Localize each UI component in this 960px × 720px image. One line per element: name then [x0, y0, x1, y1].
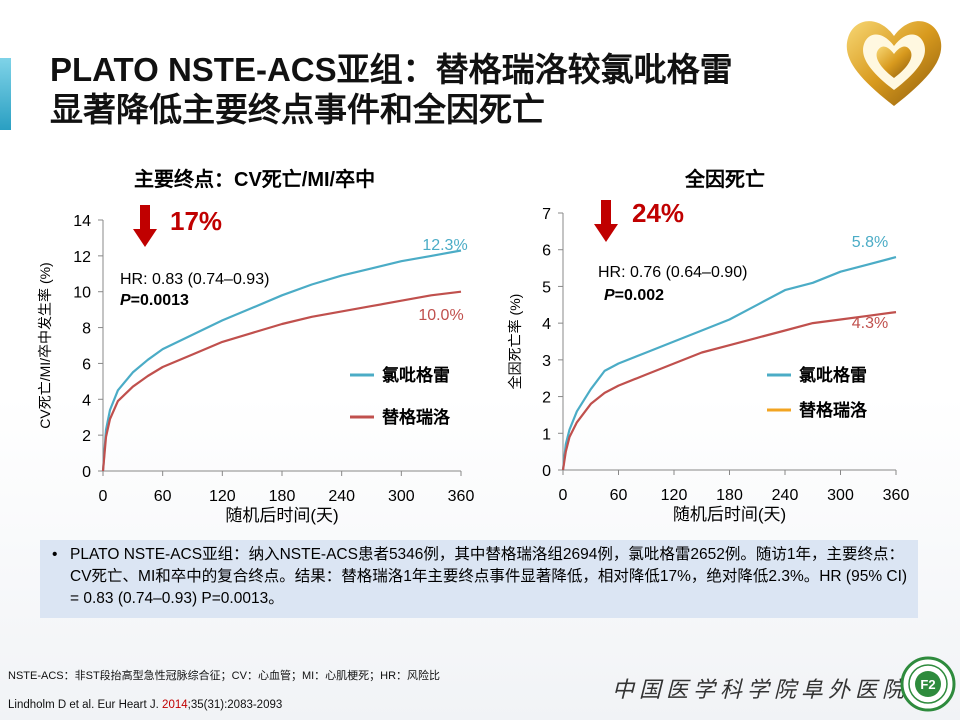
- chart2-x-tick-label: 360: [883, 487, 910, 504]
- chart2-y-tick-label: 0: [542, 463, 551, 480]
- chart2-title: 全因死亡: [685, 169, 765, 191]
- chart1-end-label-ticagrelor: 10.0%: [418, 307, 463, 324]
- chart1-title: 主要终点：CV死亡/MI/卒中: [134, 169, 376, 191]
- chart2-reduction-label: 24%: [632, 198, 684, 228]
- chart1-hr-label: HR: 0.83 (0.74–0.93): [120, 271, 269, 288]
- chart1-reduction-label: 17%: [170, 206, 222, 236]
- chart2-x-tick-label: 120: [661, 487, 688, 504]
- reference-citation: ;35(31):2083-2093: [187, 699, 283, 711]
- chart1-x-tick-label: 120: [209, 488, 236, 505]
- chart2-y-tick-label: 7: [542, 206, 551, 223]
- chart2-y-tick-label: 1: [542, 426, 551, 443]
- chart2-x-tick-label: 240: [772, 487, 799, 504]
- chart2-end-label-ticagrelor: 4.3%: [852, 315, 888, 332]
- chart1-p-value: P=0.0013: [120, 292, 189, 309]
- abbreviation-footnote: NSTE-ACS：非ST段抬高型急性冠脉综合征；CV：心血管；MI：心肌梗死；H…: [8, 670, 441, 682]
- chart1-x-tick-label: 0: [99, 488, 108, 505]
- chart2-x-tick-label: 0: [559, 487, 568, 504]
- summary-box: • PLATO NSTE-ACS亚组：纳入NSTE-ACS患者5346例，其中替…: [40, 540, 918, 618]
- chart1-p-letter: P: [120, 292, 131, 309]
- chart2-y-tick-label: 3: [542, 353, 551, 370]
- chart1-y-tick-label: 14: [73, 213, 91, 230]
- chart2-end-label-clopidogrel: 5.8%: [852, 234, 888, 251]
- chart1-y-tick-label: 0: [82, 464, 91, 481]
- chart2-y-tick-label: 2: [542, 390, 551, 407]
- hospital-name: 中国医学科学院阜外医院: [612, 678, 910, 703]
- chart2-down-arrow-icon: [594, 200, 618, 242]
- seal-text: F2: [920, 677, 935, 692]
- chart1-x-axis-label: 随机后时间(天): [225, 506, 338, 525]
- chart1-legend-label-ticagrelor: 替格瑞洛: [382, 407, 451, 427]
- chart2-p-number: =0.002: [615, 287, 664, 304]
- title-line-1: PLATO NSTE-ACS亚组：替格瑞洛较氯吡格雷: [50, 51, 733, 88]
- chart1-series-line-ticagrelor: [101, 290, 462, 472]
- chart1-x-tick-label: 240: [328, 488, 355, 505]
- chart1-down-arrow-icon: [133, 205, 157, 247]
- title-line-2: 显著降低主要终点事件和全因死亡: [50, 91, 545, 128]
- heart-logo-icon: [846, 21, 942, 107]
- fuwai-seal-icon: F2: [900, 656, 956, 712]
- chart1-y-tick-label: 2: [82, 428, 91, 445]
- chart2-series-line-ticagrelor: [561, 311, 897, 471]
- chart1-y-tick-label: 12: [73, 249, 91, 266]
- chart1-end-label-clopidogrel: 12.3%: [422, 237, 467, 254]
- chart1-series-line-clopidogrel: [101, 249, 462, 472]
- summary-text: PLATO NSTE-ACS亚组：纳入NSTE-ACS患者5346例，其中替格瑞…: [70, 546, 908, 607]
- chart2-hr-label: HR: 0.76 (0.64–0.90): [598, 264, 747, 281]
- chart2-x-tick-label: 60: [610, 487, 628, 504]
- reference-authors: Lindholm D et al. Eur Heart J.: [8, 699, 163, 711]
- chart2-x-tick-label: 180: [716, 487, 743, 504]
- chart1-y-tick-label: 4: [82, 392, 91, 409]
- chart2-p-value: P=0.002: [604, 287, 664, 304]
- chart2-x-axis-label: 随机后时间(天): [673, 505, 786, 524]
- chart2-legend-label-ticagrelor: 替格瑞洛: [799, 400, 868, 420]
- chart1-p-number: =0.0013: [131, 292, 189, 309]
- chart1-legend-label-clopidogrel: 氯吡格雷: [382, 365, 450, 385]
- reference: Lindholm D et al. Eur Heart J. 2014;35(3…: [8, 699, 282, 711]
- chart2-y-axis-label: 全因死亡率 (%): [507, 294, 523, 390]
- reference-year: 2014: [162, 699, 188, 711]
- chart1-y-tick-label: 10: [73, 285, 91, 302]
- chart2-y-tick-label: 4: [542, 316, 551, 333]
- title-accent-bar: [0, 58, 11, 130]
- chart2-y-tick-label: 6: [542, 243, 551, 260]
- chart1-y-axis-label: CV死亡/MI/卒中发生率 (%): [37, 262, 53, 428]
- chart1-x-tick-label: 60: [154, 488, 172, 505]
- chart1-x-tick-label: 360: [448, 488, 475, 505]
- chart1-x-tick-label: 180: [269, 488, 296, 505]
- chart2-y-tick-label: 5: [542, 279, 551, 296]
- chart2-series-line-clopidogrel: [561, 256, 897, 471]
- chart2-legend-label-clopidogrel: 氯吡格雷: [799, 365, 867, 385]
- chart1-y-tick-label: 6: [82, 356, 91, 373]
- chart1-x-tick-label: 300: [388, 488, 415, 505]
- chart2-p-letter: P: [604, 287, 615, 304]
- chart1-y-tick-label: 8: [82, 321, 91, 338]
- chart2-x-tick-label: 300: [827, 487, 854, 504]
- slide-title: PLATO NSTE-ACS亚组：替格瑞洛较氯吡格雷 显著降低主要终点事件和全因…: [50, 50, 830, 130]
- bullet-icon: •: [52, 546, 58, 563]
